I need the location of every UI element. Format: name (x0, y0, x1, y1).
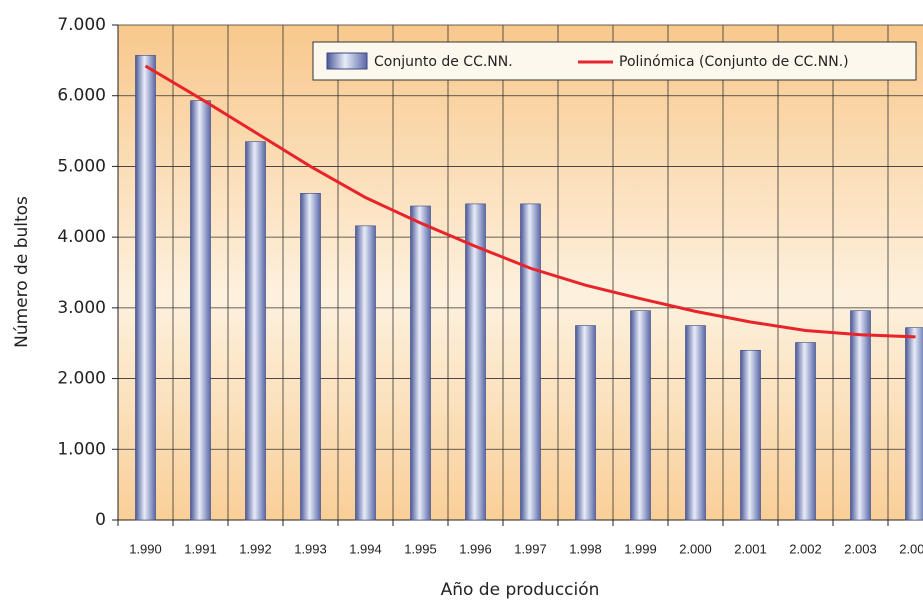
x-tick-label: 1.999 (624, 541, 657, 556)
bar (575, 325, 596, 521)
legend-label: Polinómica (Conjunto de CC.NN.) (619, 54, 849, 70)
bar (630, 310, 651, 521)
x-tick-label: 2.002 (789, 541, 822, 556)
x-axis-label: Año de producción (441, 580, 600, 600)
bar (300, 193, 321, 521)
legend (312, 41, 917, 81)
x-tick-label: 1.996 (459, 541, 492, 556)
x-tick-label: 1.992 (239, 541, 272, 556)
bar (410, 205, 431, 521)
bar (135, 55, 156, 521)
y-tick-label: 3.000 (57, 298, 106, 318)
x-tick-label: 1.997 (514, 541, 547, 556)
x-tick-label: 1.991 (184, 541, 217, 556)
x-tick-label: 1.993 (294, 541, 327, 556)
x-tick-label: 1.990 (129, 541, 162, 556)
bar (850, 310, 871, 521)
bar (905, 327, 923, 521)
bar (740, 349, 761, 521)
bar (355, 225, 376, 521)
y-axis-label: Número de bultos (12, 196, 32, 348)
legend-swatch (326, 52, 368, 70)
bar (685, 325, 706, 521)
legend-label: Conjunto de CC.NN. (374, 54, 513, 70)
bar (520, 203, 541, 521)
bar (245, 141, 266, 521)
y-tick-label: 1.000 (57, 439, 106, 459)
bar (190, 100, 211, 521)
y-tick-label: 0 (95, 510, 106, 530)
x-tick-label: 1.995 (404, 541, 437, 556)
x-tick-label: 1.998 (569, 541, 602, 556)
x-tick-label: 2.001 (734, 541, 767, 556)
x-tick-label: 2.000 (679, 541, 712, 556)
x-tick-label: 2.004 (899, 541, 923, 556)
bar (795, 342, 816, 521)
y-tick-label: 7.000 (57, 15, 106, 35)
y-tick-label: 5.000 (57, 156, 106, 176)
bar (465, 203, 486, 521)
x-tick-label: 1.994 (349, 541, 382, 556)
trend-line (144, 64, 916, 339)
y-tick-label: 4.000 (57, 227, 106, 247)
y-tick-label: 6.000 (57, 86, 106, 106)
x-tick-label: 2.003 (844, 541, 877, 556)
y-tick-label: 2.000 (57, 369, 106, 389)
